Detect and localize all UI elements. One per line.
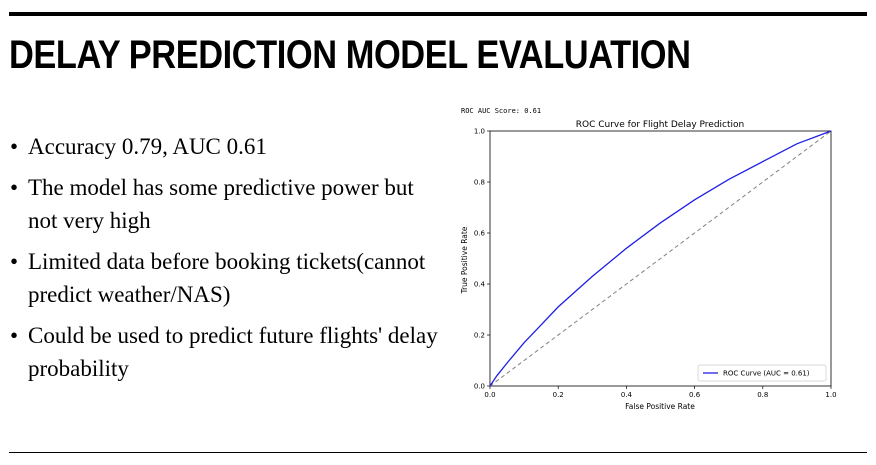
plot-frame [489, 130, 832, 387]
x-tick-label: 0.0 [484, 391, 495, 399]
x-tick-label: 0.6 [689, 391, 701, 399]
legend-label: ROC Curve (AUC = 0.61) [723, 370, 810, 378]
diagonal-reference-line [489, 130, 832, 387]
bullet-item: Accuracy 0.79, AUC 0.61 [8, 130, 438, 163]
y-tick-label: 0.6 [474, 230, 486, 238]
x-axis-label: False Positive Rate [625, 402, 695, 411]
bullet-item: Could be used to predict future flights'… [8, 319, 438, 385]
roc-curve-line [489, 130, 832, 387]
bullet-item: The model has some predictive power but … [8, 171, 438, 237]
auc-score-text: ROC AUC Score: 0.61 [461, 107, 541, 115]
x-tick-label: 0.4 [621, 391, 633, 399]
chart-title: ROC Curve for Flight Delay Prediction [576, 120, 745, 130]
x-tick-label: 0.8 [757, 391, 768, 399]
y-tick-label: 1.0 [474, 128, 485, 136]
bullet-list: Accuracy 0.79, AUC 0.61 The model has so… [8, 130, 438, 393]
roc-chart: ROC AUC Score: 0.61 ROC Curve for Flight… [460, 107, 837, 411]
roc-figure: ROC AUC Score: 0.61 ROC Curve for Flight… [453, 100, 856, 413]
bullet-item: Limited data before booking tickets(cann… [8, 245, 438, 311]
y-tick-label: 0.2 [474, 332, 485, 340]
legend-box [697, 364, 827, 382]
x-tick-label: 0.2 [553, 391, 564, 399]
y-tick-label: 0.8 [474, 179, 485, 187]
x-tick-label: 1.0 [825, 391, 836, 399]
y-tick-label: 0.0 [474, 383, 485, 391]
y-axis-label: True Positive Rate [460, 226, 469, 294]
slide-title: DELAY PREDICTION MODEL EVALUATION [9, 33, 691, 77]
bottom-rule [9, 452, 867, 453]
top-rule [9, 12, 867, 16]
y-tick-label: 0.4 [474, 281, 486, 289]
